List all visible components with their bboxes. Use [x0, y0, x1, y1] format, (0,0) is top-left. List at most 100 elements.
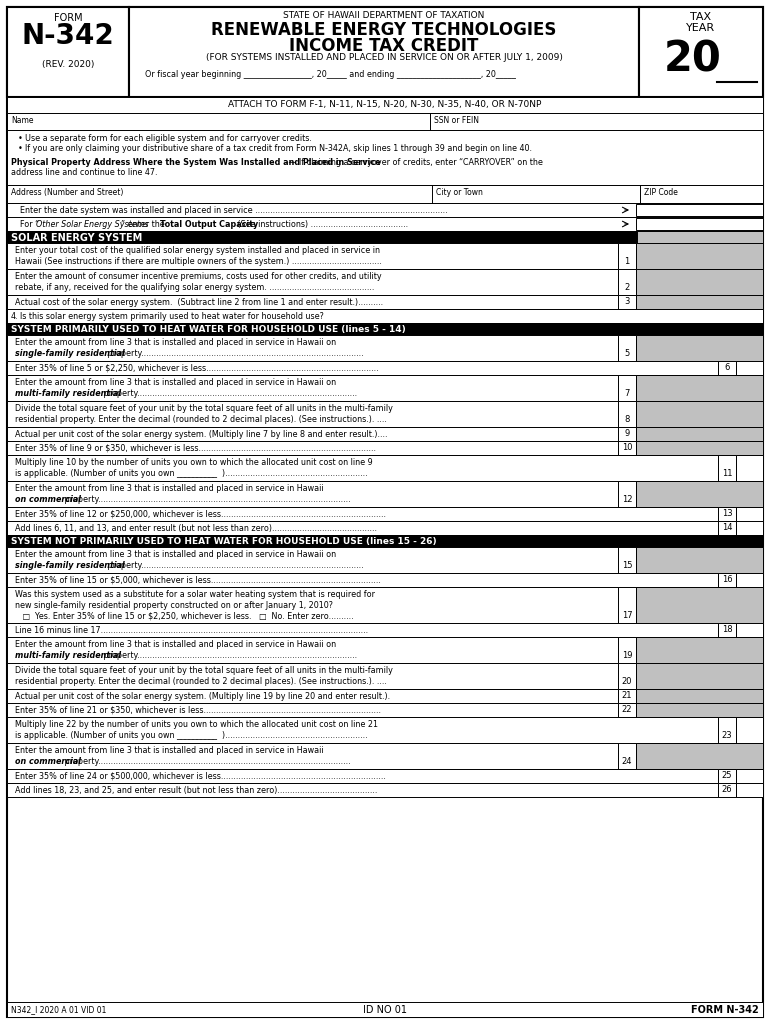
Bar	[736, 573, 763, 587]
Bar	[618, 335, 636, 361]
Bar	[696, 293, 703, 300]
Bar	[636, 218, 763, 230]
Bar	[718, 783, 736, 797]
Text: Enter the amount from line 3 that is installed and placed in service in Hawaii o: Enter the amount from line 3 that is ins…	[15, 338, 336, 347]
Text: •: •	[18, 134, 23, 143]
Text: 12: 12	[621, 495, 632, 504]
Text: ” enter the: ” enter the	[121, 220, 167, 229]
Text: 3: 3	[624, 297, 630, 306]
Text: property........................................................................: property................................…	[62, 495, 350, 504]
Text: 11: 11	[721, 469, 732, 478]
Bar	[740, 281, 747, 288]
Text: Other Solar Energy Systems: Other Solar Energy Systems	[36, 220, 149, 229]
Text: 14: 14	[721, 523, 732, 532]
Text: 24: 24	[621, 757, 632, 766]
Bar	[7, 535, 763, 547]
Bar	[728, 245, 735, 252]
Text: SSN or FEIN: SSN or FEIN	[434, 116, 479, 125]
Text: Is this solar energy system primarily used to heat water for household use?: Is this solar energy system primarily us…	[20, 312, 324, 321]
Bar	[736, 455, 763, 481]
Bar	[736, 507, 763, 521]
Text: Actual per unit cost of the solar energy system. (Multiply line 19 by line 20 an: Actual per unit cost of the solar energy…	[15, 692, 390, 701]
Text: 13: 13	[721, 509, 732, 518]
Text: on commercial: on commercial	[15, 757, 81, 766]
Text: Was this system used as a substitute for a solar water heating system that is re: Was this system used as a substitute for…	[15, 590, 375, 599]
Text: Enter 35% of line 12 or $250,000, whichever is less.............................: Enter 35% of line 12 or $250,000, whiche…	[15, 510, 386, 519]
Bar	[7, 689, 618, 703]
Text: 15: 15	[621, 561, 632, 570]
Text: Enter the amount of consumer incentive premiums, costs used for other credits, a: Enter the amount of consumer incentive p…	[15, 272, 382, 281]
Bar	[7, 203, 763, 231]
Bar	[736, 253, 743, 260]
Bar	[704, 245, 711, 252]
Text: Enter the amount from line 3 that is installed and placed in service in Hawaii: Enter the amount from line 3 that is ins…	[15, 484, 323, 493]
Text: ZIP Code: ZIP Code	[644, 188, 678, 197]
Bar	[7, 521, 718, 535]
Text: For “: For “	[20, 220, 39, 229]
Bar	[7, 231, 637, 243]
Bar	[740, 297, 747, 304]
Bar	[636, 375, 763, 401]
Bar	[7, 361, 718, 375]
Text: INCOME TAX CREDIT: INCOME TAX CREDIT	[290, 37, 479, 55]
Text: 22: 22	[621, 705, 632, 714]
Bar	[636, 269, 763, 295]
Text: (See instructions) .......................................: (See instructions) .....................…	[236, 220, 408, 229]
Text: Enter 35% of line 5 or $2,250, whichever is less................................: Enter 35% of line 5 or $2,250, whichever…	[15, 364, 379, 373]
Bar	[688, 293, 695, 300]
Bar	[7, 427, 618, 441]
Bar	[636, 637, 763, 663]
Text: single-family residential: single-family residential	[15, 349, 125, 358]
Bar	[728, 293, 735, 300]
Bar	[636, 441, 763, 455]
Bar	[736, 261, 743, 268]
Text: 1: 1	[624, 257, 630, 266]
Text: Enter the amount from line 3 that is installed and placed in service in Hawaii o: Enter the amount from line 3 that is ins…	[15, 550, 336, 559]
Bar	[636, 295, 763, 309]
Bar	[618, 375, 636, 401]
Bar	[7, 637, 618, 663]
Text: multi-family residential: multi-family residential	[15, 651, 121, 660]
Text: STATE OF HAWAII DEPARTMENT OF TAXATION: STATE OF HAWAII DEPARTMENT OF TAXATION	[283, 11, 484, 20]
Bar	[736, 285, 743, 292]
Text: SYSTEM NOT PRIMARILY USED TO HEAT WATER FOR HOUSEHOLD USE (lines 15 - 26): SYSTEM NOT PRIMARILY USED TO HEAT WATER …	[11, 537, 437, 546]
Bar	[637, 231, 763, 243]
Bar	[696, 245, 703, 252]
Bar	[736, 361, 763, 375]
Text: Total Output Capacity: Total Output Capacity	[159, 220, 258, 229]
Text: Hawaii (See instructions if there are multiple owners of the system.) ..........: Hawaii (See instructions if there are mu…	[15, 257, 382, 266]
Bar	[618, 401, 636, 427]
Bar	[7, 97, 763, 113]
Text: Name: Name	[11, 116, 34, 125]
Bar	[636, 243, 763, 269]
Text: Enter the amount from line 3 that is installed and placed in service in Hawaii o: Enter the amount from line 3 that is ins…	[15, 378, 336, 387]
Bar	[636, 481, 763, 507]
Bar	[7, 717, 718, 743]
Bar	[736, 293, 743, 300]
Text: ATTACH TO FORM F-1, N-11, N-15, N-20, N-30, N-35, N-40, OR N-70NP: ATTACH TO FORM F-1, N-11, N-15, N-20, N-…	[229, 100, 541, 109]
Bar	[736, 521, 763, 535]
Bar	[712, 278, 719, 284]
Bar	[688, 269, 695, 276]
Bar	[724, 297, 731, 304]
Text: 25: 25	[721, 771, 732, 780]
Bar	[618, 295, 636, 309]
Text: Multiply line 22 by the number of units you own to which the allocated unit cost: Multiply line 22 by the number of units …	[15, 720, 378, 729]
Bar	[688, 285, 695, 292]
Text: 4.: 4.	[11, 312, 18, 321]
Text: Enter the amount from line 3 that is installed and placed in service in Hawaii o: Enter the amount from line 3 that is ins…	[15, 640, 336, 649]
Text: FORM N-342: FORM N-342	[691, 1005, 759, 1015]
Bar	[618, 481, 636, 507]
Bar	[7, 587, 618, 623]
Bar	[7, 623, 718, 637]
Text: 6: 6	[725, 362, 730, 372]
Bar	[712, 293, 719, 300]
Bar	[7, 243, 618, 269]
Bar	[720, 293, 727, 300]
Text: 18: 18	[721, 625, 732, 634]
Text: 19: 19	[621, 651, 632, 660]
Bar	[7, 269, 618, 295]
Text: property........................................................................: property................................…	[105, 349, 363, 358]
Bar	[7, 1002, 763, 1017]
Text: (FOR SYSTEMS INSTALLED AND PLACED IN SERVICE ON OR AFTER JULY 1, 2009): (FOR SYSTEMS INSTALLED AND PLACED IN SER…	[206, 53, 562, 62]
